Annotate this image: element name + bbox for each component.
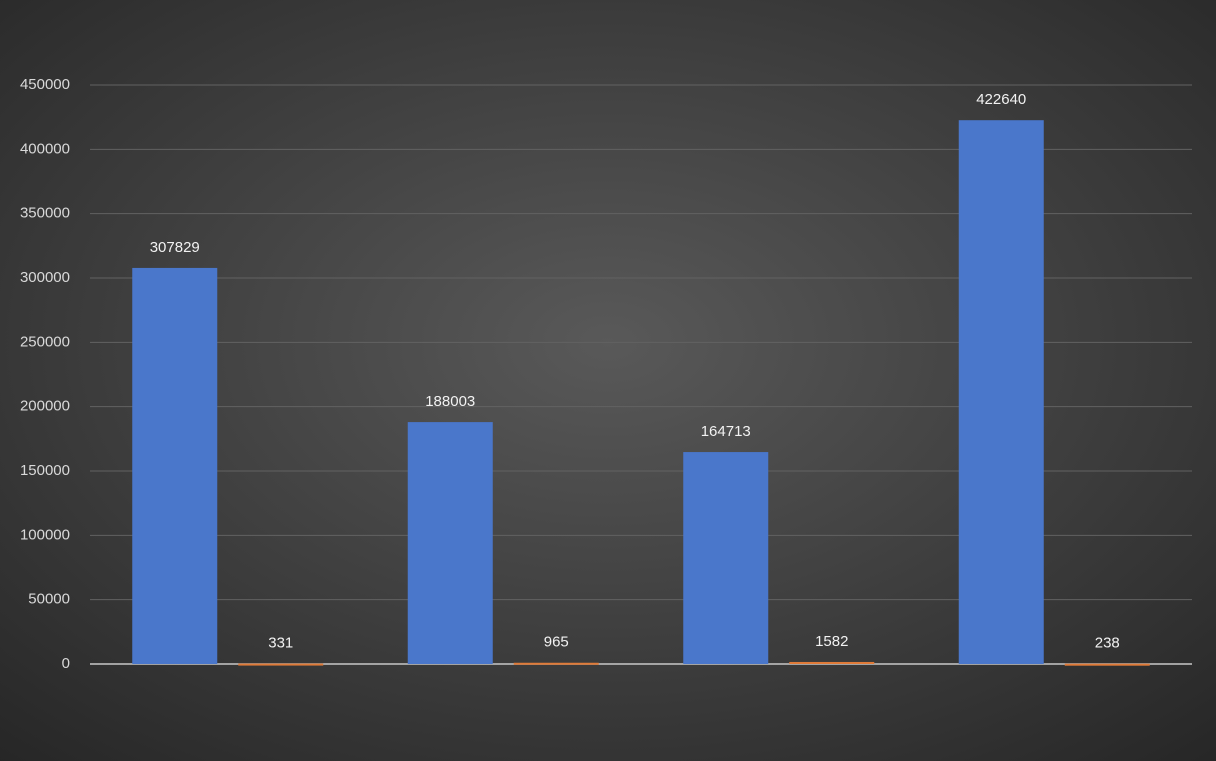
bar xyxy=(132,267,218,664)
bar xyxy=(789,661,875,664)
bar xyxy=(958,120,1044,665)
y-tick-label: 250000 xyxy=(20,333,70,350)
y-tick-label: 200000 xyxy=(20,398,70,415)
y-tick-label: 100000 xyxy=(20,526,70,543)
value-label: 307829 xyxy=(150,239,200,256)
bar xyxy=(238,663,324,666)
y-tick-label: 350000 xyxy=(20,205,70,222)
value-label: 1582 xyxy=(815,633,848,650)
value-label: 188003 xyxy=(425,393,475,410)
y-tick-label: 0 xyxy=(62,655,70,672)
y-tick-label: 150000 xyxy=(20,462,70,479)
bar xyxy=(683,452,769,664)
value-label: 164713 xyxy=(701,423,751,440)
bar xyxy=(1064,663,1150,666)
y-tick-label: 450000 xyxy=(20,76,70,93)
bar xyxy=(513,662,599,665)
value-label: 238 xyxy=(1095,635,1120,652)
y-tick-label: 50000 xyxy=(28,591,70,608)
value-label: 331 xyxy=(268,635,293,652)
y-tick-label: 300000 xyxy=(20,269,70,286)
y-tick-label: 400000 xyxy=(20,140,70,157)
value-label: 422640 xyxy=(976,91,1026,108)
bar xyxy=(407,422,493,664)
value-label: 965 xyxy=(544,634,569,651)
